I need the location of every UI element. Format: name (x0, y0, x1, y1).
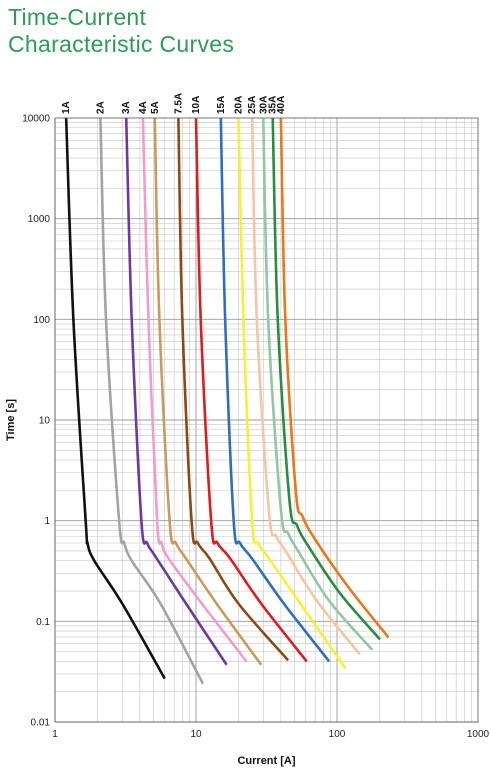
y-tick-label: 0.01 (31, 718, 51, 729)
curve-4a (141, 117, 248, 663)
chart-title-line-2: Characteristic Curves (8, 31, 235, 57)
axes (54, 117, 479, 723)
curve-20a (237, 117, 347, 670)
rating-label-2a: 2A (95, 101, 106, 114)
y-tick-label: 1 (44, 516, 50, 527)
rating-label-3a: 3A (121, 101, 132, 114)
curves (64, 117, 390, 685)
y-tick-label: 1000 (28, 214, 51, 225)
y-tick-label: 0.1 (36, 617, 50, 628)
rating-label-15a: 15A (216, 96, 227, 114)
rating-label-10a: 10A (191, 96, 202, 114)
chart-title: Time-Current Characteristic Curves (8, 4, 234, 58)
grid (54, 118, 478, 723)
curve-30a (261, 117, 374, 651)
curve-5a (153, 117, 263, 666)
y-tick-label: 100 (33, 315, 50, 326)
x-tick-label: 10 (190, 729, 202, 740)
x-tick-label: 1 (52, 729, 58, 740)
curve-1a (64, 117, 166, 680)
curve-35a (271, 117, 382, 641)
curve-15a (219, 117, 331, 663)
curve-2a (99, 117, 205, 685)
curve-10a (194, 117, 308, 663)
curve-25a (250, 117, 361, 656)
x-tick-label: 1000 (467, 729, 490, 740)
chart-title-line-1: Time-Current (8, 4, 147, 30)
curve-40a (279, 117, 390, 639)
rating-label-30a: 30A (258, 96, 269, 114)
curve-7-5a (177, 117, 290, 662)
x-axis-title: Current [A] (237, 755, 295, 767)
rating-label-7-5a: 7.5A (173, 93, 184, 114)
y-tick-label: 10 (39, 416, 51, 427)
plot-frame (54, 117, 479, 723)
x-tick-label: 100 (329, 729, 346, 740)
rating-label-20a: 20A (233, 96, 244, 114)
rating-label-25a: 25A (247, 96, 258, 114)
rating-label-40a: 40A (276, 96, 287, 114)
tick-labels: 1 10 100 1000 0.01 0.1 1 10 100 1000 10000 (22, 114, 489, 741)
rating-label-4a: 4A (138, 101, 149, 114)
rating-label-1a: 1A (61, 101, 72, 114)
rating-label-5a: 5A (150, 101, 161, 114)
y-axis-title: Time [s] (5, 399, 17, 441)
y-tick-label: 10000 (22, 114, 50, 125)
curve-3a (124, 117, 228, 666)
rating-label-35a: 35A (268, 96, 279, 114)
